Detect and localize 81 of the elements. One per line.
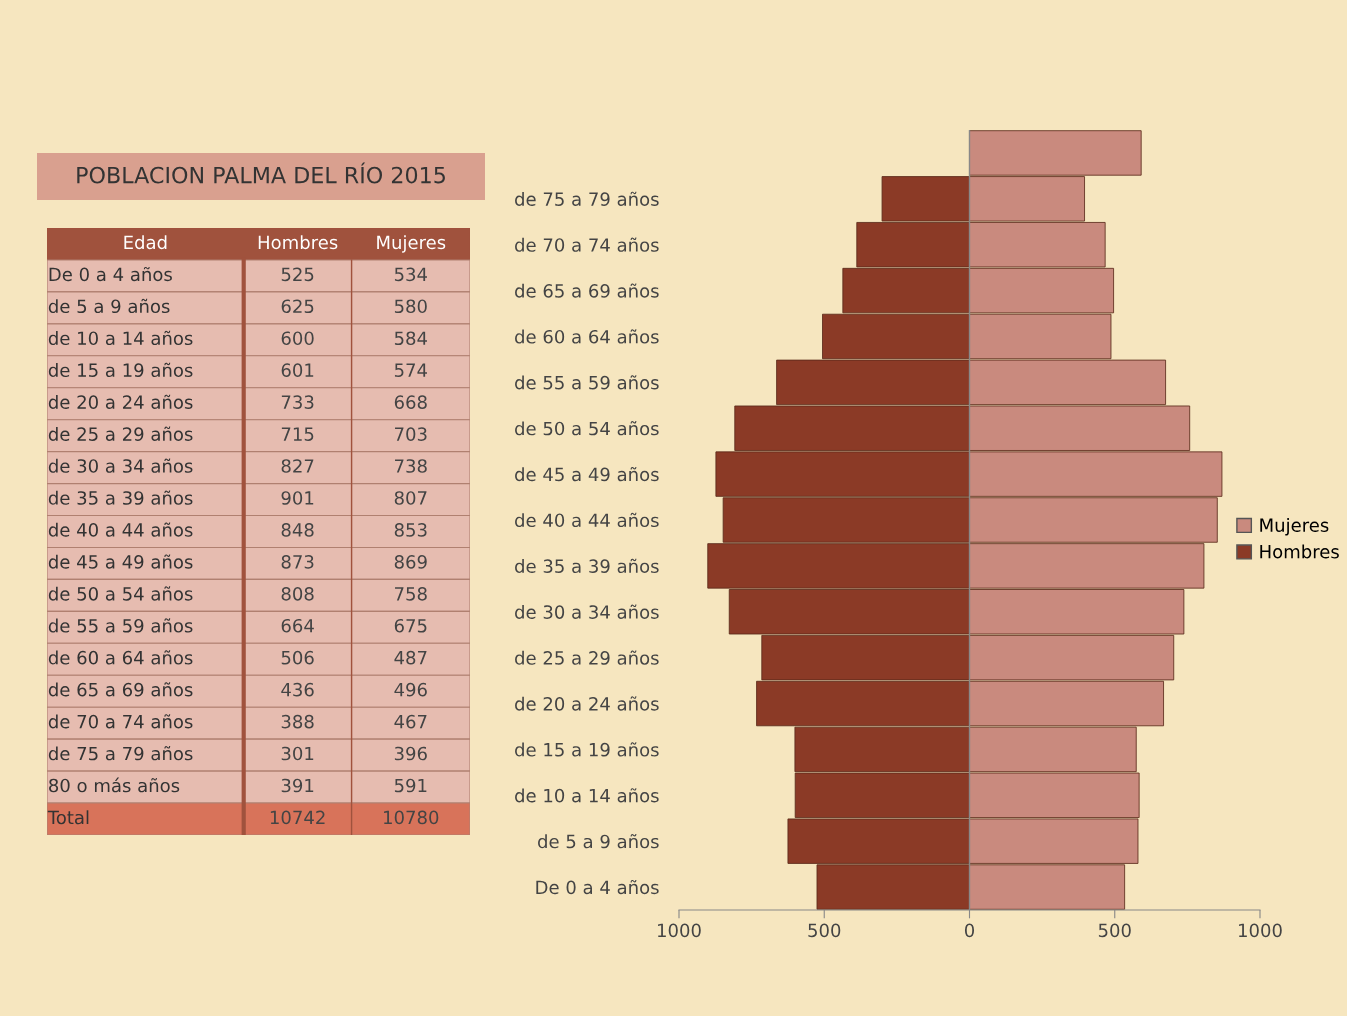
data-label: 467: [394, 714, 427, 729]
y-tick-label: de 50 a 54 años: [515, 421, 659, 436]
y-tick-label: de 5 a 9 años: [538, 834, 659, 849]
y-tick-label: de 75 a 79 años: [515, 191, 659, 206]
data-label: 10742: [270, 810, 325, 825]
y-tick-label: de 20 a 24 años: [515, 696, 659, 711]
data-label: 853: [394, 523, 427, 537]
data-label: 391: [281, 778, 314, 793]
data-label: 534: [394, 267, 427, 282]
category-label: de 55 a 59 años: [48, 618, 193, 633]
data-label: 808: [281, 586, 314, 601]
category-label: de 35 a 39 años: [48, 490, 193, 505]
text: POBLACION PALMA DEL RÍO 2015: [77, 162, 445, 184]
x-tick-label: 1000: [658, 923, 701, 938]
y-tick-label: de 65 a 69 años: [515, 283, 659, 298]
data-label: 436: [281, 682, 314, 697]
x-tick-label: 0: [964, 923, 975, 938]
y-tick-label: de 10 a 14 años: [515, 788, 659, 803]
data-label: 733: [281, 395, 314, 409]
data-label: 738: [395, 459, 427, 473]
category-label: de 75 a 79 años: [48, 746, 193, 761]
y-tick-label: de 40 a 44 años: [515, 512, 659, 528]
y-tick-label: de 60 a 64 años: [515, 329, 659, 344]
category-label: Total: [47, 810, 89, 825]
x-tick-label: 500: [1098, 923, 1131, 938]
data-label: 580: [394, 299, 427, 314]
data-label: 848: [281, 523, 314, 537]
legend-label: Hombres: [1260, 544, 1339, 559]
series-label: Mujeres: [377, 235, 446, 253]
data-label: 703: [395, 427, 427, 441]
data-label: 601: [281, 363, 314, 377]
x-tick-label: 500: [808, 923, 841, 938]
data-label: 869: [394, 555, 427, 569]
category-label: de 15 a 19 años: [48, 362, 193, 377]
y-tick-label: de 45 a 49 años: [515, 466, 659, 482]
data-label: 574: [394, 363, 427, 377]
data-label: 827: [281, 459, 314, 473]
data-label: 901: [281, 491, 314, 505]
category-label: de 20 a 24 años: [48, 394, 193, 409]
y-tick-label: de 55 a 59 años: [515, 375, 659, 390]
data-label: 584: [394, 331, 427, 346]
data-label: 591: [394, 778, 427, 793]
data-label: 496: [394, 682, 427, 697]
category-label: de 10 a 14 años: [48, 330, 193, 346]
data-label: 396: [394, 746, 427, 761]
y-tick-label: De 0 a 4 años: [536, 879, 659, 895]
data-label: 10780: [384, 810, 439, 825]
text: Edad: [124, 235, 167, 250]
category-label: 80 o más años: [49, 777, 180, 793]
data-label: 675: [394, 618, 427, 633]
category-label: de 65 a 69 años: [48, 682, 193, 697]
data-label: 758: [395, 586, 427, 601]
category-label: de 30 a 34 años: [48, 458, 193, 473]
x-tick-label: 1000: [1239, 923, 1282, 938]
category-label: De 0 a 4 años: [49, 266, 172, 282]
category-label: de 50 a 54 años: [48, 586, 193, 601]
y-tick-label: de 25 a 29 años: [515, 650, 659, 665]
category-label: de 40 a 44 años: [48, 522, 193, 537]
category-label: de 5 a 9 años: [48, 298, 170, 314]
y-tick-label: de 15 a 19 años: [515, 742, 659, 757]
data-label: 807: [394, 491, 427, 505]
data-label: 525: [281, 267, 314, 282]
data-label: 506: [281, 650, 314, 665]
data-label: 873: [281, 555, 314, 569]
data-label: 388: [281, 714, 314, 729]
data-label: 600: [281, 331, 314, 346]
data-label: 668: [394, 395, 427, 409]
data-label: 301: [281, 746, 314, 761]
data-label: 664: [281, 618, 314, 633]
data-label: 715: [281, 427, 314, 441]
category-label: de 60 a 64 años: [48, 650, 193, 665]
category-label: de 70 a 74 años: [48, 714, 193, 729]
category-label: de 45 a 49 años: [48, 554, 193, 569]
y-tick-label: de 70 a 74 años: [515, 237, 659, 252]
y-tick-label: de 30 a 34 años: [515, 604, 659, 619]
legend-label: Mujeres: [1260, 518, 1329, 536]
series-label: Hombres: [258, 235, 338, 250]
data-label: 487: [394, 650, 427, 665]
data-label: 625: [281, 299, 314, 314]
y-tick-label: de 35 a 39 años: [515, 558, 659, 573]
category-label: de 25 a 29 años: [48, 426, 193, 441]
